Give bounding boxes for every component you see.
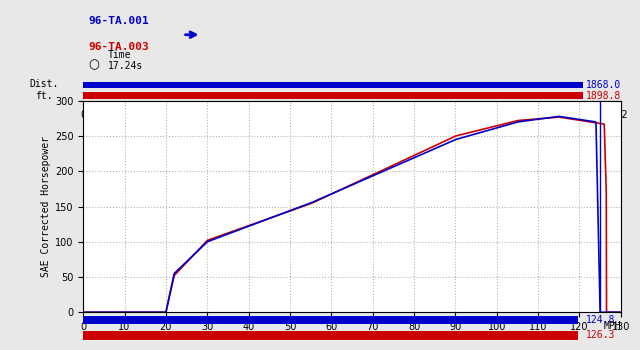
Text: Time
17.24s: Time 17.24s: [108, 50, 143, 71]
Text: 96-TA.001: 96-TA.001: [88, 16, 149, 26]
Text: 96-TA.003: 96-TA.003: [88, 42, 149, 52]
Text: mi.: mi.: [603, 106, 621, 116]
Text: 1868.0: 1868.0: [586, 80, 621, 90]
Y-axis label: Speed
MPH: Speed MPH: [0, 317, 15, 338]
Text: 124.8: 124.8: [586, 315, 615, 325]
Bar: [83, 331, 578, 340]
Text: 126.3: 126.3: [586, 330, 615, 340]
Y-axis label: SAE Corrected Horsepower: SAE Corrected Horsepower: [41, 136, 51, 277]
Text: 1898.8: 1898.8: [586, 91, 621, 100]
Text: ○: ○: [88, 58, 99, 71]
Y-axis label: Dist.
ft.: Dist. ft.: [29, 79, 59, 101]
Bar: [83, 92, 583, 99]
Text: MPH: MPH: [603, 321, 621, 331]
Bar: [83, 82, 583, 88]
Bar: [83, 316, 578, 324]
